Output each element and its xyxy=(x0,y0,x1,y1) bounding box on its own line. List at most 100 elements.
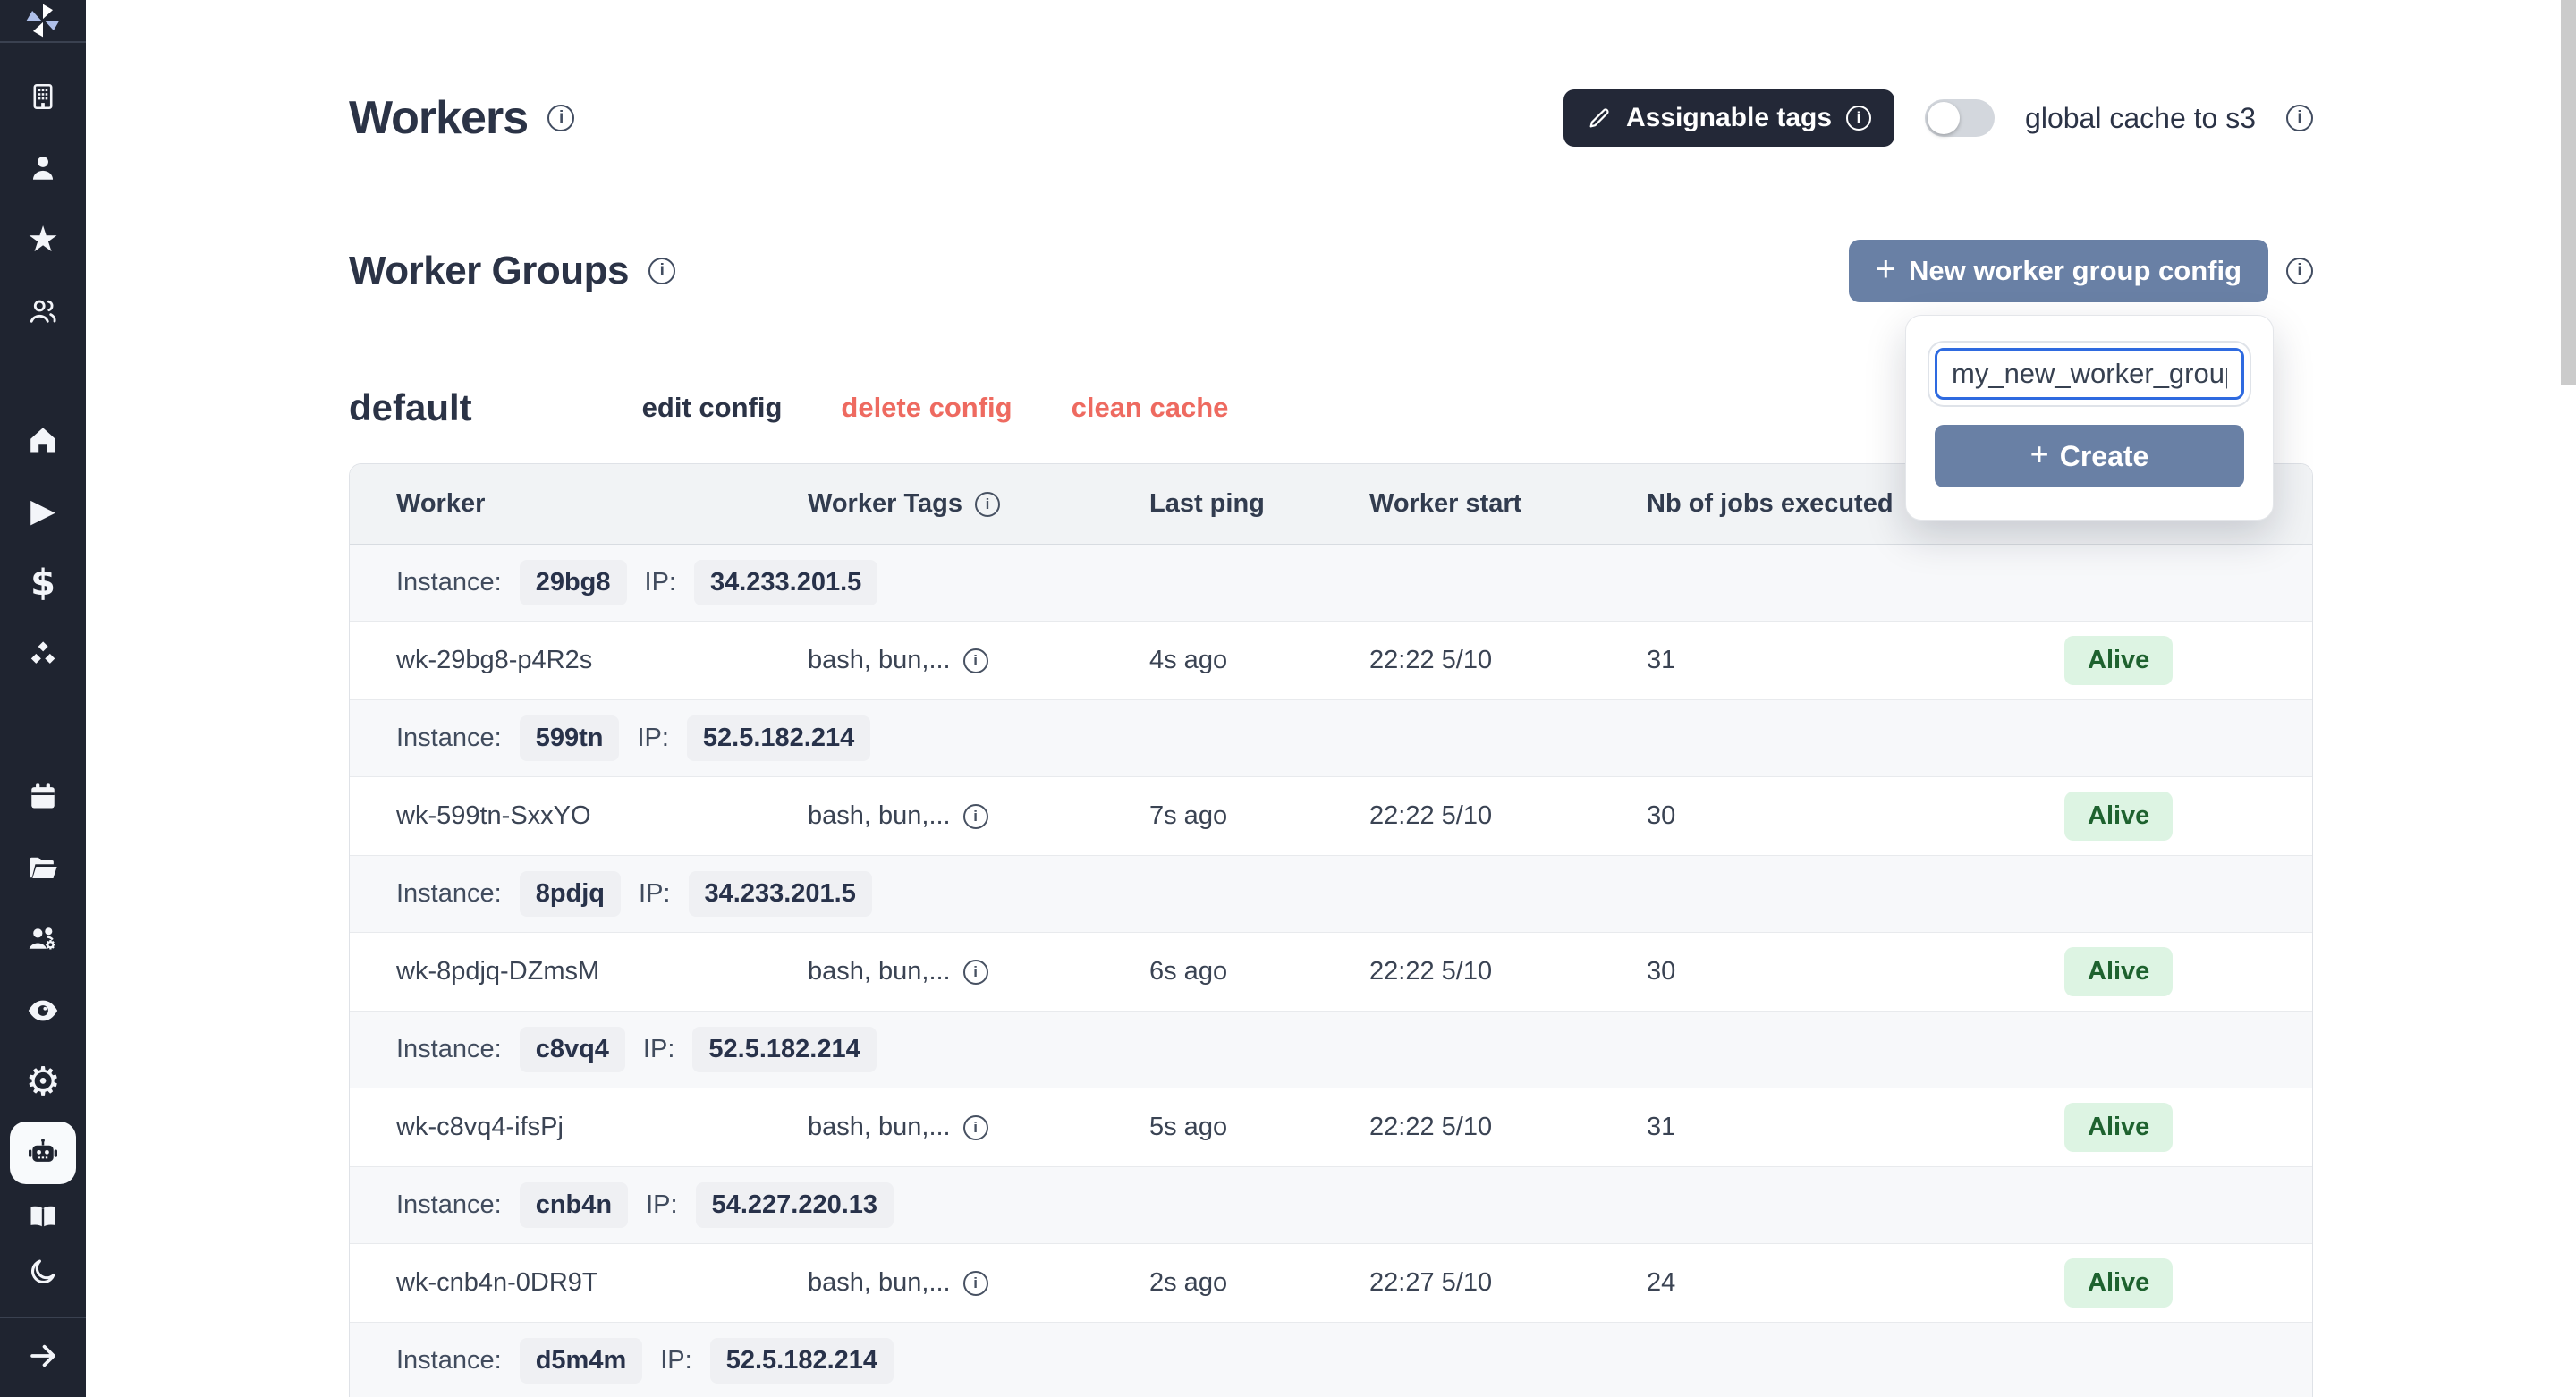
sidebar-item-dark-mode[interactable] xyxy=(10,1249,76,1295)
instance-row: Instance: c8vq4 IP: 52.5.182.214 xyxy=(350,1012,2312,1088)
sidebar-collapse-button[interactable] xyxy=(10,1327,76,1384)
column-header-worker: Worker xyxy=(396,489,486,518)
sidebar-item-folders[interactable] xyxy=(10,835,76,900)
worker-row: wk-cnb4n-0DR9T bash, bun,... 2s ago 22:2… xyxy=(350,1244,2312,1323)
worker-tags-value: bash, bun,... xyxy=(808,646,951,674)
last-ping-value: 4s ago xyxy=(1149,646,1228,674)
page-title-text: Workers xyxy=(349,92,529,144)
user-icon xyxy=(32,156,54,180)
instance-id-chip: cnb4n xyxy=(519,1182,629,1228)
page-header: Workers Assignable tags global cache to … xyxy=(349,89,2313,147)
instance-ip-chip: 34.233.201.5 xyxy=(693,560,878,605)
tags-info-icon[interactable] xyxy=(962,648,988,673)
sidebar-item-settings[interactable]: ⚙ xyxy=(10,1050,76,1114)
pencil-icon xyxy=(1589,108,1609,128)
arrow-right-icon xyxy=(30,1344,55,1367)
status-badge: Alive xyxy=(2064,792,2174,841)
last-ping-value: 5s ago xyxy=(1149,1113,1228,1141)
sidebar-item-runs[interactable]: ▶ xyxy=(10,479,76,544)
worker-groups-info-icon[interactable] xyxy=(648,258,675,284)
ip-label: IP: xyxy=(637,724,669,752)
worker-group-name-input[interactable] xyxy=(1935,348,2244,400)
sidebar-item-home[interactable] xyxy=(10,408,76,472)
clean-cache-link[interactable]: clean cache xyxy=(1071,392,1229,423)
robot-icon xyxy=(29,1139,57,1162)
worker-groups-header: Worker Groups + New worker group config … xyxy=(349,240,2313,521)
instance-row: Instance: 8pdjq IP: 34.233.201.5 xyxy=(350,856,2312,933)
worker-tags-cell: bash, bun,... xyxy=(808,801,1149,831)
assignable-tags-button[interactable]: Assignable tags xyxy=(1563,89,1895,147)
worker-tags-value: bash, bun,... xyxy=(808,1113,951,1141)
sidebar-item-groups[interactable] xyxy=(10,279,76,343)
worker-name: wk-8pdjq-DZmsM xyxy=(396,957,600,986)
column-header-worker-tags: Worker Tags xyxy=(808,489,1149,519)
column-header-jobs: Nb of jobs executed xyxy=(1647,489,1894,518)
worker-name: wk-29bg8-p4R2s xyxy=(396,646,593,674)
moon-icon xyxy=(31,1259,55,1283)
plus-icon: + xyxy=(2029,436,2049,472)
instance-ip-chip: 52.5.182.214 xyxy=(709,1338,894,1384)
instance-row: Instance: 29bg8 IP: 34.233.201.5 xyxy=(350,545,2312,622)
new-worker-group-info-icon[interactable] xyxy=(2286,258,2313,284)
workers-info-icon[interactable] xyxy=(547,105,575,131)
edit-config-link[interactable]: edit config xyxy=(641,392,783,423)
star-icon: ★ xyxy=(27,219,59,260)
eye-icon xyxy=(28,1000,58,1021)
tags-info-icon[interactable] xyxy=(962,1114,988,1140)
instance-id-chip: 599tn xyxy=(519,715,620,761)
home-icon xyxy=(30,428,55,453)
worker-start-value: 22:22 5/10 xyxy=(1369,801,1493,830)
worker-group-name: default xyxy=(349,386,472,428)
tags-info-icon[interactable] xyxy=(962,803,988,829)
worker-tags-cell: bash, bun,... xyxy=(808,1113,1149,1142)
delete-config-link[interactable]: delete config xyxy=(841,392,1013,423)
status-cell: Alive xyxy=(2064,947,2312,996)
worker-name: wk-599tn-SxxYO xyxy=(396,801,591,830)
ip-label: IP: xyxy=(646,1190,678,1219)
sidebar-item-audit[interactable] xyxy=(10,978,76,1043)
instance-label: Instance: xyxy=(396,879,502,908)
folder-open-icon xyxy=(30,857,57,878)
worker-tags-value: bash, bun,... xyxy=(808,957,951,986)
sidebar-item-variables[interactable]: $ xyxy=(10,551,76,615)
global-cache-info-icon[interactable] xyxy=(2286,105,2313,131)
sidebar-item-workspace[interactable] xyxy=(10,64,76,129)
ip-label: IP: xyxy=(639,879,671,908)
users-settings-icon xyxy=(29,927,55,950)
instance-id-chip: c8vq4 xyxy=(519,1027,625,1072)
worker-row: wk-29bg8-p4R2s bash, bun,... 4s ago 22:2… xyxy=(350,622,2312,700)
sidebar-item-favorites[interactable]: ★ xyxy=(10,207,76,272)
sidebar-item-resources[interactable] xyxy=(10,622,76,687)
tags-info-icon[interactable] xyxy=(962,1270,988,1296)
windmill-logo-icon xyxy=(26,4,60,38)
status-cell: Alive xyxy=(2064,636,2312,685)
sidebar-item-schedules[interactable] xyxy=(10,764,76,828)
global-cache-toggle[interactable] xyxy=(1925,99,1996,137)
status-badge: Alive xyxy=(2064,947,2174,996)
jobs-value: 31 xyxy=(1647,646,1676,674)
settings-gear-icon: ⚙ xyxy=(25,1059,61,1105)
create-button[interactable]: + Create xyxy=(1935,425,2244,487)
sidebar-item-docs[interactable] xyxy=(10,1191,76,1241)
instance-ip-chip: 54.227.220.13 xyxy=(695,1182,894,1228)
global-cache-label: global cache to s3 xyxy=(2025,101,2256,134)
instance-id-chip: 29bg8 xyxy=(519,560,627,605)
instance-ip-chip: 52.5.182.214 xyxy=(686,715,871,761)
windmill-logo[interactable] xyxy=(0,0,86,43)
sidebar-item-user[interactable] xyxy=(10,136,76,200)
tags-info-icon[interactable] xyxy=(962,959,988,985)
sidebar-divider xyxy=(0,1317,86,1318)
worker-tags-info-icon[interactable] xyxy=(974,491,1000,517)
vertical-scrollbar[interactable] xyxy=(2561,0,2576,385)
assignable-tags-info-icon[interactable] xyxy=(1846,106,1872,131)
jobs-value: 31 xyxy=(1647,1113,1676,1141)
sidebar: ★ ▶ $ xyxy=(0,0,86,1397)
instance-ip-chip: 34.233.201.5 xyxy=(688,871,872,917)
sidebar-item-workers-active[interactable] xyxy=(10,1122,76,1184)
plus-icon: + xyxy=(1875,250,1896,289)
sidebar-item-workers-admin[interactable] xyxy=(10,907,76,971)
jobs-value: 30 xyxy=(1647,957,1676,986)
new-worker-group-config-button[interactable]: + New worker group config xyxy=(1848,240,2268,302)
worker-tags-cell: bash, bun,... xyxy=(808,646,1149,675)
instance-row: Instance: 599tn IP: 52.5.182.214 xyxy=(350,700,2312,777)
